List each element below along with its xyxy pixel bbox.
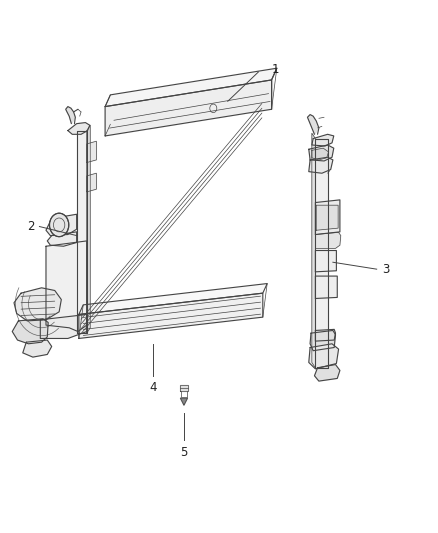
Polygon shape <box>105 80 272 136</box>
Polygon shape <box>105 80 272 136</box>
Polygon shape <box>180 398 187 405</box>
Text: 4: 4 <box>149 381 157 394</box>
Polygon shape <box>309 344 339 369</box>
Polygon shape <box>315 200 340 235</box>
Text: 3: 3 <box>382 263 389 276</box>
Polygon shape <box>315 329 336 341</box>
Polygon shape <box>309 145 334 161</box>
Polygon shape <box>105 68 277 107</box>
Polygon shape <box>66 107 75 124</box>
Polygon shape <box>315 276 337 298</box>
Polygon shape <box>312 148 328 160</box>
Polygon shape <box>79 284 267 314</box>
Polygon shape <box>105 68 277 107</box>
Polygon shape <box>40 314 87 338</box>
Polygon shape <box>47 232 77 246</box>
Polygon shape <box>312 133 315 368</box>
Polygon shape <box>14 288 61 321</box>
Polygon shape <box>68 123 90 134</box>
Polygon shape <box>12 319 48 344</box>
Polygon shape <box>46 241 87 332</box>
Polygon shape <box>180 385 188 391</box>
Polygon shape <box>23 340 52 357</box>
Polygon shape <box>310 330 336 351</box>
Polygon shape <box>315 139 328 368</box>
Polygon shape <box>87 125 90 333</box>
Polygon shape <box>309 157 333 173</box>
Polygon shape <box>315 232 341 248</box>
Polygon shape <box>79 293 263 338</box>
Text: 5: 5 <box>180 446 187 459</box>
Polygon shape <box>307 115 319 134</box>
Polygon shape <box>77 131 87 333</box>
Polygon shape <box>87 173 96 192</box>
Text: 2: 2 <box>27 220 34 233</box>
Circle shape <box>49 213 69 237</box>
Polygon shape <box>87 141 96 163</box>
Text: 1: 1 <box>272 63 279 76</box>
Polygon shape <box>315 251 336 272</box>
Polygon shape <box>312 134 334 146</box>
Polygon shape <box>314 365 340 381</box>
Polygon shape <box>46 214 77 236</box>
Polygon shape <box>316 205 338 230</box>
